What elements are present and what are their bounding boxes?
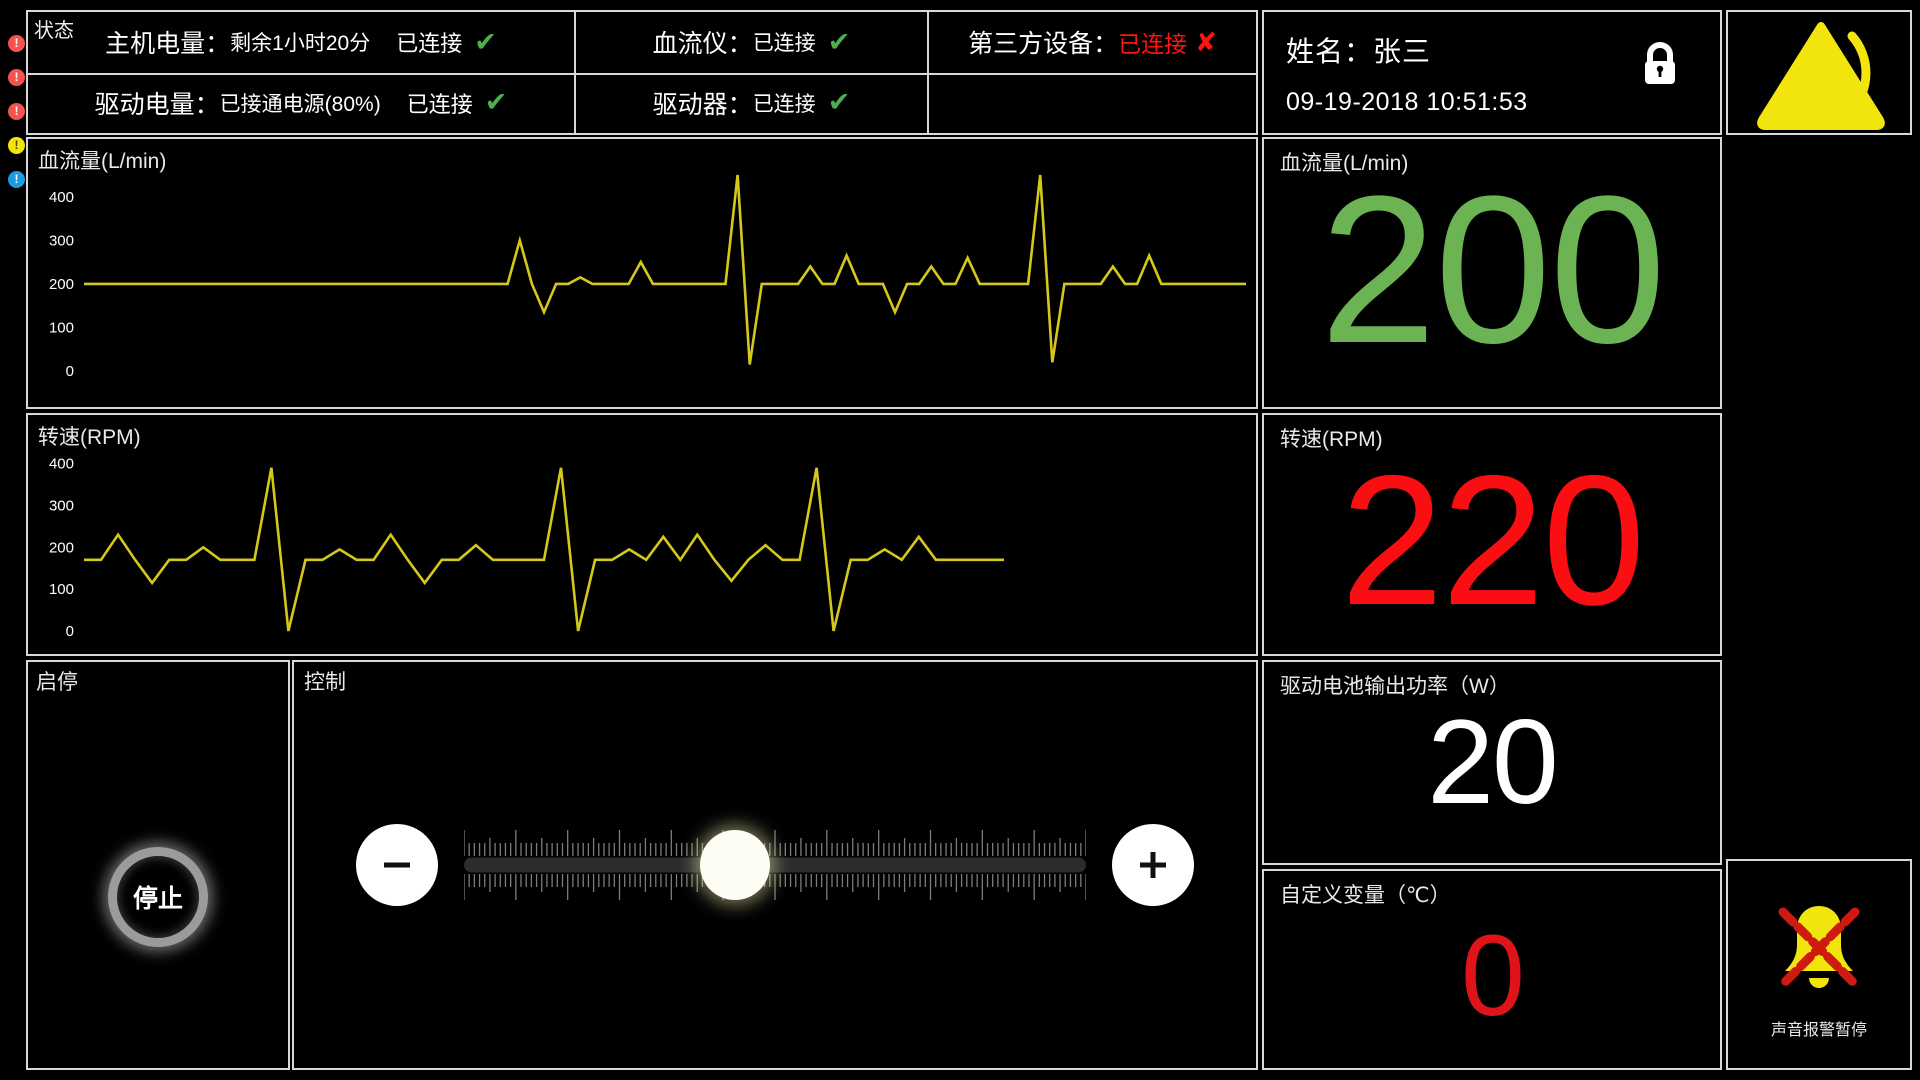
patient-name: 姓名：张三 [1286,30,1698,70]
decrease-button[interactable] [356,824,438,906]
svg-text:400: 400 [49,456,74,473]
driver-label: 驱动器： [652,90,753,119]
svg-text:400: 400 [49,189,74,206]
alarm-severity-icon: ! [8,170,25,188]
check-icon: ✔ [484,87,508,118]
panel-title: 血流量(L/min) [1280,152,1409,175]
drive-battery-conn: 已连接 [406,91,473,117]
blood-flow-chart: 血流量(L/min) 0 100 200 300 400 [26,137,1258,409]
minus-icon [384,862,410,868]
status-cell-third-party: 第三方设备： 已连接 ✘ [929,12,1256,73]
host-battery-value: 剩余1小时20分 [230,32,371,56]
chart-title: 转速(RPM) [38,426,141,449]
lock-closed-icon[interactable] [1638,40,1682,95]
check-icon: ✔ [827,26,851,57]
panel-title: 驱动电池输出功率（W） [1280,675,1510,698]
svg-text:100: 100 [49,581,74,598]
cross-icon: ✘ [1195,26,1217,57]
blood-flow-axis: 0 100 200 300 400 [49,189,74,380]
custom-variable-value: 0 [1461,912,1525,1040]
rpm-plot [28,415,1256,654]
panel-title: 自定义变量（℃） [1280,884,1451,907]
status-row-1: 主机电量： 剩余1小时20分 已连接 ✔ 血流仪： 已连接 ✔ 第三方设备： 已… [28,12,1256,73]
status-cell-flowmeter: 血流仪： 已连接 ✔ [576,12,929,73]
status-row-2: 驱动电量： 已接通电源(80%) 已连接 ✔ 驱动器： 已连接 ✔ [28,72,1256,134]
chart-title: 血流量(L/min) [38,150,167,173]
mute-alarm-label: 声音报警暂停 [1770,1021,1867,1039]
rpm-axis: 0 100 200 300 400 [49,456,74,640]
warning-triangle-sound-icon [1757,22,1885,130]
status-divider [28,72,1256,75]
check-icon: ✔ [474,26,497,57]
svg-text:300: 300 [49,497,74,514]
status-cell-host-battery: 主机电量： 剩余1小时20分 已连接 ✔ [28,12,576,73]
blood-flow-value-panel: 血流量(L/min) 200 [1262,137,1722,409]
panel-title: 控制 [304,671,346,694]
svg-text:300: 300 [49,232,74,249]
rpm-chart: 转速(RPM) 0 100 200 300 400 [26,413,1258,656]
third-party-label: 第三方设备： [968,30,1119,59]
alarm-severity-icon: ! [8,136,25,154]
svg-text:0: 0 [66,363,74,380]
panel-title: 转速(RPM) [1280,428,1383,451]
patient-name-value: 张三 [1373,36,1432,67]
alarm-severity-icon: ! [8,68,25,86]
plus-icon [1140,852,1166,878]
rpm-value-panel: 转速(RPM) 220 [1262,413,1722,656]
stop-button[interactable]: 停止 [108,847,208,948]
drive-power-panel: 驱动电池输出功率（W） 20 [1262,660,1722,865]
svg-text:100: 100 [49,319,74,336]
status-cell-driver: 驱动器： 已连接 ✔ [576,72,929,133]
slider-track[interactable] [464,857,1086,873]
stop-button-label: 停止 [132,885,183,914]
host-battery-conn: 已连接 [396,31,463,57]
datetime-display: 09-19-2018 10:51:53 [1286,88,1528,116]
blood-flow-plot [28,139,1256,407]
panel-title: 启停 [36,671,78,694]
status-cell-drive-battery: 驱动电量： 已接通电源(80%) 已连接 ✔ [28,72,576,133]
rpm-value: 220 [1340,438,1646,644]
status-cell-empty [929,73,1256,134]
speed-slider[interactable] [464,821,1086,909]
drive-battery-label: 驱动电量： [94,90,220,119]
bell-muted-icon [1778,905,1860,988]
check-icon: ✔ [827,87,851,118]
svg-text:200: 200 [49,276,74,293]
third-party-value: 已连接 [1118,31,1188,58]
blood-flow-value: 200 [1319,152,1666,387]
increase-button[interactable] [1112,824,1194,906]
alarm-indicator-box[interactable] [1726,10,1912,135]
patient-name-label: 姓名： [1286,36,1374,67]
alarm-severity-icon: ! [8,34,25,52]
flowmeter-value: 已连接 [752,32,816,56]
alarm-severity-icon: ! [8,102,25,120]
driver-value: 已连接 [752,92,816,116]
flowmeter-label: 血流仪： [652,30,753,59]
drive-battery-value: 已接通电源(80%) [219,92,381,116]
slider-thumb[interactable] [699,830,770,900]
host-battery-label: 主机电量： [105,30,231,59]
mute-alarm-button[interactable]: 声音报警暂停 [1726,859,1912,1070]
svg-text:200: 200 [49,539,74,556]
svg-text:0: 0 [66,623,74,640]
custom-variable-panel: 自定义变量（℃） 0 [1262,869,1722,1070]
drive-power-value: 20 [1427,695,1558,829]
control-panel: 控制 [292,660,1258,1070]
start-stop-panel: 启停 停止 [26,660,290,1070]
status-section-label: 状态 [34,20,74,42]
status-block: 状态 主机电量： 剩余1小时20分 已连接 ✔ 血流仪： 已连接 ✔ 第三方设备… [26,10,1258,135]
patient-info-panel: 姓名：张三 09-19-2018 10:51:53 [1262,10,1722,135]
